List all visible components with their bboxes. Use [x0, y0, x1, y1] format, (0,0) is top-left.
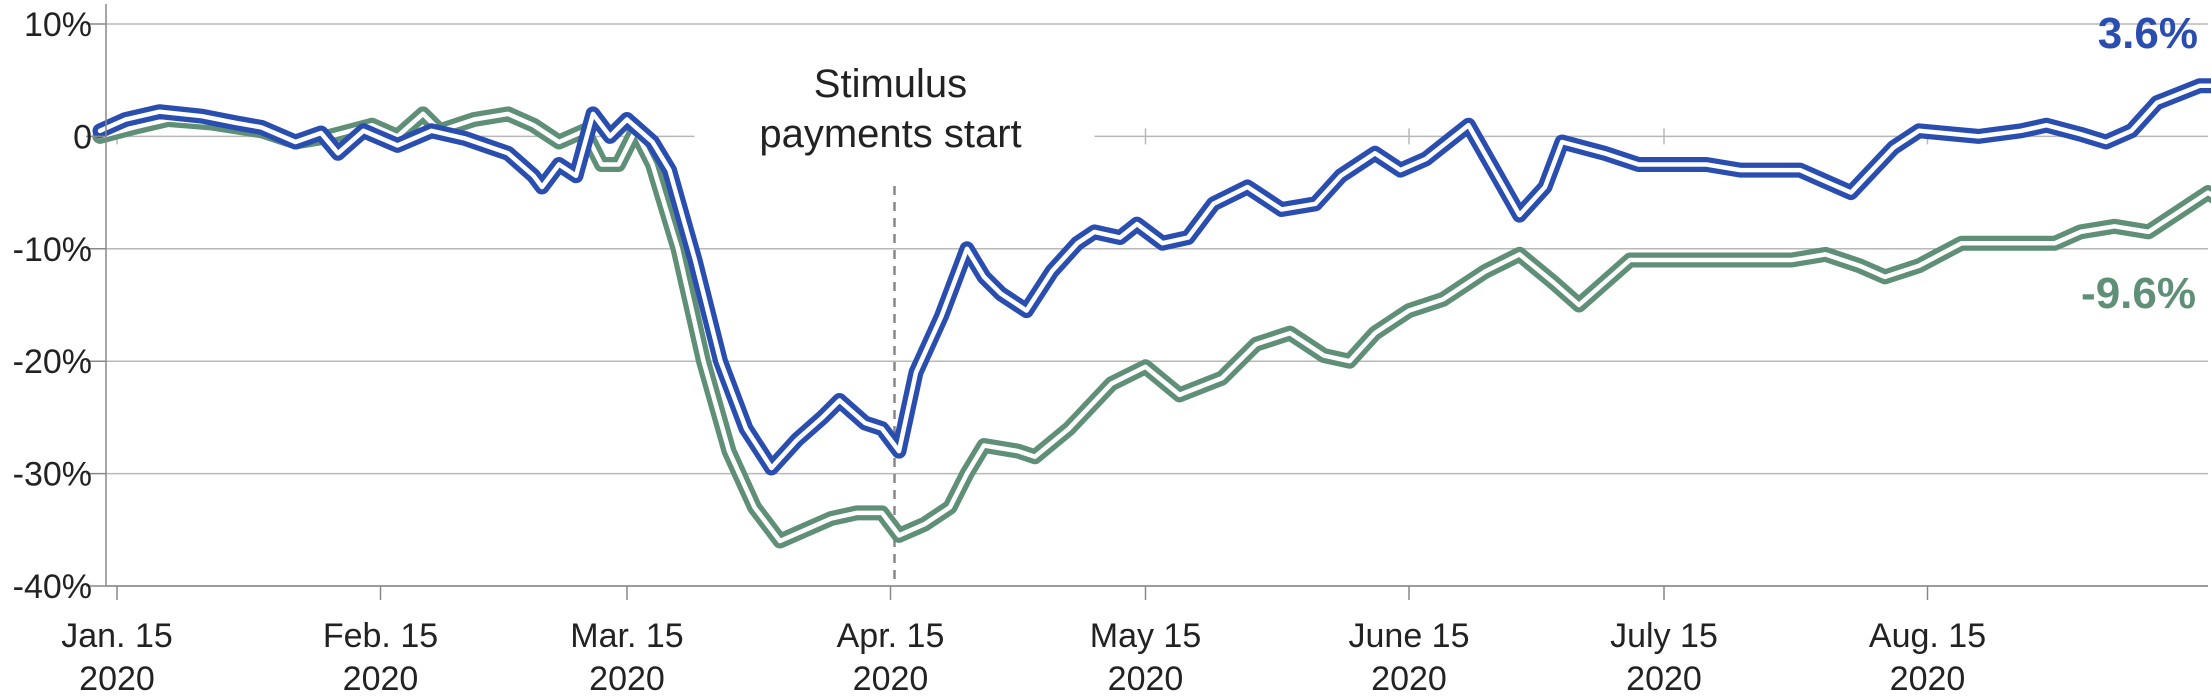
x-tick-year: 2020 [589, 660, 665, 698]
x-tick-label: June 15 [1349, 617, 1470, 655]
x-tick-year: 2020 [1108, 660, 1184, 698]
x-tick-year: 2020 [1890, 660, 1966, 698]
x-tick-label: Mar. 15 [570, 617, 683, 655]
series-end-label-0: 3.6% [2098, 9, 2198, 58]
x-tick-label: May 15 [1090, 617, 1202, 655]
series-line-highlight-1 [97, 111, 2211, 544]
x-tick-label: Aug. 15 [1869, 617, 1986, 655]
x-tick-label: Jan. 15 [61, 617, 173, 655]
annotation-layer: Stimulus payments start [694, 52, 1095, 586]
y-tick-label: 10% [24, 6, 92, 44]
y-tick-label: -10% [13, 231, 92, 269]
annotation-background [694, 52, 1095, 162]
series-line-1 [92, 106, 2211, 549]
x-tick-label: Feb. 15 [323, 617, 438, 655]
x-tick-year: 2020 [853, 660, 929, 698]
y-tick-label: -40% [13, 568, 92, 606]
x-tick-label: Apr. 15 [837, 617, 945, 655]
y-tick-label: -20% [13, 343, 92, 381]
x-tick-label: July 15 [1610, 617, 1718, 655]
axes: 10% 0 -10% -20% -30% -40% Jan. 15 2020 Feb. 15 20… [13, 4, 2208, 698]
x-tick-year: 2020 [1371, 660, 1447, 698]
series-layer: 3.6% -9.6% [92, 9, 2211, 549]
annotation-text-line1: Stimulus [814, 62, 967, 106]
annotation-text-line2: payments start [759, 112, 1021, 156]
x-tick-year: 2020 [79, 660, 155, 698]
x-tick-year: 2020 [1626, 660, 1702, 698]
y-tick-label: 0 [73, 118, 92, 156]
series-end-label-1: -9.6% [2081, 269, 2196, 318]
y-tick-label: -30% [13, 456, 92, 494]
series-line-highlight-0 [97, 83, 2211, 471]
x-tick-year: 2020 [343, 660, 419, 698]
